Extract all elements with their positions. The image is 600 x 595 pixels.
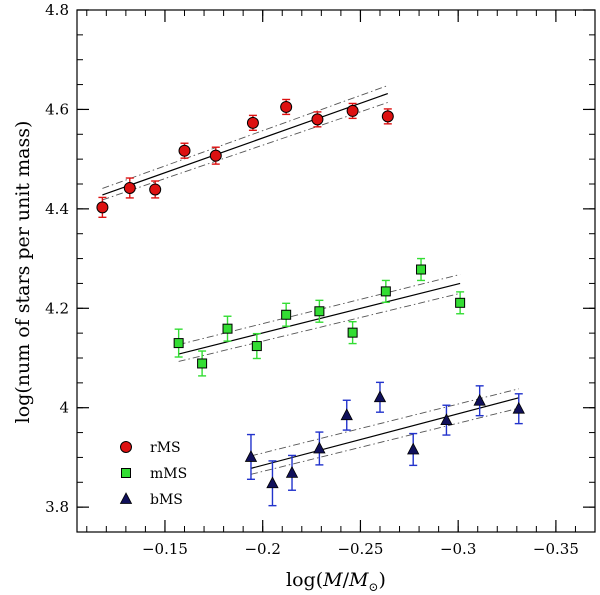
legend-marker-bMS xyxy=(119,492,133,504)
data-point-bMS xyxy=(440,413,453,426)
x-axis-title-part: M xyxy=(348,569,369,591)
data-point-bMS xyxy=(266,476,279,489)
fit-line xyxy=(102,92,389,196)
data-point-mMS xyxy=(416,264,427,275)
x-axis-title-part: ⊙ xyxy=(368,580,378,594)
data-point-mMS xyxy=(380,286,391,297)
y-axis-title: log(num of stars per unit mass) xyxy=(12,121,34,424)
data-point-mMS xyxy=(197,358,208,369)
data-point-bMS xyxy=(244,450,258,462)
axis-ticks: −0.15 −0.2 −0.25 −0.3 −0.35 3.8 4 4.2 4.4 4.6 4.8 xyxy=(45,1,596,558)
data-point-mMS xyxy=(314,306,325,317)
data-point-rMS xyxy=(346,104,359,117)
confidence-band-upper xyxy=(102,85,388,189)
y-tick-label: 4.8 xyxy=(45,1,69,19)
data-point-rMS xyxy=(123,181,136,194)
legend-marker-rMS xyxy=(120,441,132,453)
x-axis-title-part: / xyxy=(343,569,350,591)
data-point-bMS xyxy=(285,465,299,478)
x-axis-title: log(M/M⊙) xyxy=(286,569,386,594)
y-tick-label: 4.6 xyxy=(45,100,69,118)
data-points xyxy=(96,98,525,507)
confidence-band-lower xyxy=(250,407,519,475)
data-point-rMS xyxy=(280,100,293,113)
confidence-band-lower xyxy=(178,292,461,362)
data-point-rMS xyxy=(311,113,324,126)
data-point-mMS xyxy=(251,341,262,352)
x-tick-label: −0.15 xyxy=(142,540,188,558)
data-point-rMS xyxy=(246,116,259,129)
y-tick-label: 3.8 xyxy=(45,498,69,516)
data-point-rMS xyxy=(96,201,109,214)
data-point-mMS xyxy=(173,338,184,349)
data-point-mMS xyxy=(455,297,466,308)
y-tick-label: 4.4 xyxy=(45,200,69,218)
data-point-bMS xyxy=(373,390,387,403)
data-point-rMS xyxy=(381,110,394,123)
plot-frame xyxy=(76,9,596,533)
data-point-bMS xyxy=(512,401,525,414)
confidence-band-lower xyxy=(102,102,388,201)
legend-label: mMS xyxy=(150,466,187,482)
data-point-rMS xyxy=(149,183,162,196)
data-point-mMS xyxy=(347,327,358,338)
legend-label: bMS xyxy=(150,492,183,508)
data-point-rMS xyxy=(178,144,191,157)
x-tick-label: −0.3 xyxy=(440,540,476,558)
y-tick-label: 4.2 xyxy=(45,299,69,317)
data-point-mMS xyxy=(222,323,233,334)
legend-marker-mMS xyxy=(121,468,131,478)
x-tick-label: −0.25 xyxy=(337,540,383,558)
x-axis-title-part: ) xyxy=(379,569,386,591)
fit-line xyxy=(250,397,519,469)
data-point-mMS xyxy=(281,309,292,320)
confidence-band-upper xyxy=(250,388,519,457)
data-point-bMS xyxy=(407,442,420,455)
legend: rMS mMS bMS xyxy=(119,440,187,508)
x-axis-title-part: M xyxy=(322,569,343,591)
fit-lines xyxy=(102,85,519,475)
data-point-rMS xyxy=(209,149,222,162)
x-tick-label: −0.35 xyxy=(533,540,579,558)
data-point-bMS xyxy=(340,408,353,421)
data-point-bMS xyxy=(473,393,486,406)
x-tick-label: −0.2 xyxy=(244,540,280,558)
data-point-bMS xyxy=(313,441,326,454)
x-axis-title-part: log( xyxy=(286,569,323,591)
legend-label: rMS xyxy=(150,440,181,456)
y-tick-label: 4 xyxy=(59,399,69,417)
